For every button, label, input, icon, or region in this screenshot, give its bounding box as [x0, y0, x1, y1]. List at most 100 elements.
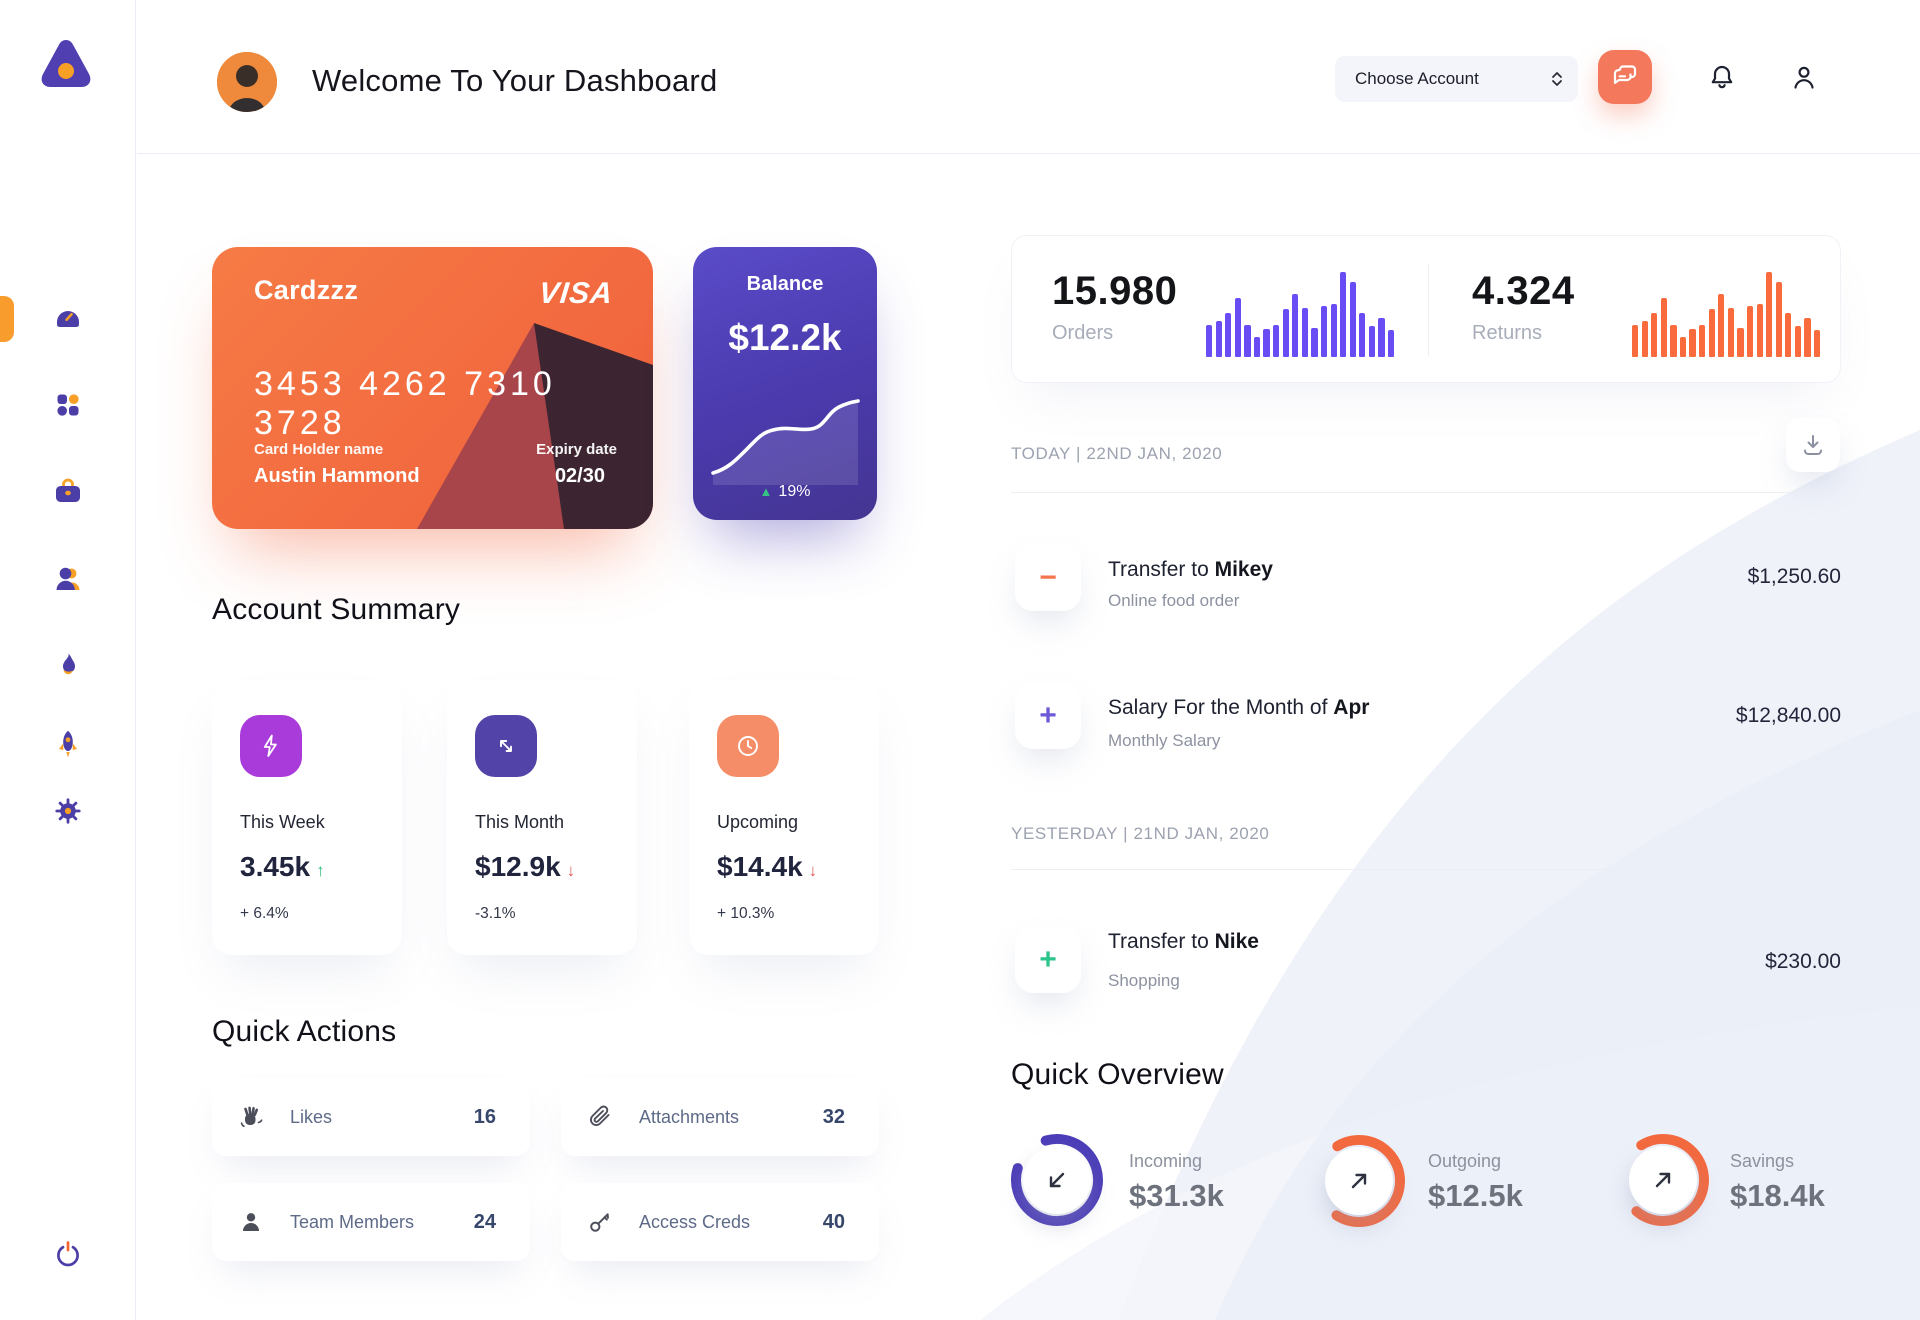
- transactions-divider: [1011, 869, 1841, 870]
- user-avatar[interactable]: [217, 52, 277, 112]
- sidebar-item-flame-icon[interactable]: [52, 650, 84, 682]
- balance-change-value: 19%: [778, 483, 811, 500]
- summary-card-upcoming: Upcoming $14.4k ↓ + 10.3%: [689, 681, 879, 955]
- card-triangle-decoration: [417, 323, 653, 529]
- transaction-title[interactable]: Salary For the Month of Apr: [1108, 696, 1370, 719]
- summary-card-this-month: This Month $12.9k ↓ -3.1%: [447, 681, 637, 955]
- key-icon: [590, 1213, 609, 1232]
- transaction-title[interactable]: Transfer to Nike: [1108, 930, 1259, 953]
- chat-button[interactable]: [1598, 50, 1652, 104]
- quick-action-attachments[interactable]: Attachments 32: [561, 1078, 879, 1156]
- transaction-subtitle: Online food order: [1108, 591, 1240, 610]
- overview-value: $18.4k: [1730, 1178, 1825, 1213]
- quick-actions-title: Quick Actions: [212, 1015, 397, 1048]
- download-button[interactable]: [1786, 418, 1840, 472]
- arrow-up-right-icon: [1049, 1172, 1065, 1188]
- summary-card-this-week: This Week 3.45k ↑ + 6.4%: [212, 681, 402, 955]
- summary-value: $14.4k ↓: [717, 851, 818, 882]
- balance-card: Balance $12.2k ▲ 19%: [693, 247, 877, 520]
- clock-icon: [717, 715, 779, 777]
- app-logo-icon[interactable]: [36, 34, 96, 94]
- transactions-date-header-yesterday: YESTERDAY | 21ND JAN, 2020: [1011, 824, 1270, 843]
- quick-action-count: 32: [822, 1105, 845, 1128]
- summary-delta: + 6.4%: [240, 905, 289, 922]
- page-title: Welcome To Your Dashboard: [312, 63, 718, 98]
- stats-divider: [1428, 264, 1429, 356]
- sidebar-item-users-icon[interactable]: [52, 563, 84, 595]
- choose-account-select[interactable]: Choose Account: [1335, 56, 1578, 102]
- quick-overview-title: Quick Overview: [1011, 1058, 1224, 1091]
- visa-logo: VISA: [537, 277, 615, 310]
- orders-value: 15.980: [1052, 269, 1178, 313]
- quick-action-count: 40: [822, 1210, 845, 1233]
- notifications-bell-icon[interactable]: [1706, 62, 1738, 94]
- transaction-amount: $1,250.60: [1747, 565, 1841, 588]
- sidebar-item-rocket-icon[interactable]: [52, 728, 84, 760]
- hand-clap-icon: [240, 1106, 263, 1128]
- overview-value: $12.5k: [1428, 1178, 1523, 1213]
- savings-ring: [1615, 1132, 1711, 1228]
- transaction-op-icon: +: [1015, 683, 1081, 749]
- quick-action-label: Team Members: [290, 1211, 415, 1232]
- summary-value: $12.9k ↓: [475, 851, 576, 882]
- transaction-subtitle: Shopping: [1108, 971, 1180, 990]
- quick-action-count: 16: [473, 1105, 496, 1128]
- summary-label: This Month: [475, 812, 565, 832]
- incoming-ring: [1009, 1132, 1105, 1228]
- card-holder-name: Austin Hammond: [254, 465, 420, 487]
- chat-bubbles-icon: [1613, 65, 1637, 84]
- transaction-subtitle: Monthly Salary: [1108, 731, 1221, 750]
- person-icon: [243, 1213, 259, 1231]
- transaction-amount: $230.00: [1765, 950, 1841, 973]
- sidebar-logout-power-icon[interactable]: [52, 1239, 84, 1271]
- quick-action-likes[interactable]: Likes 16: [212, 1078, 530, 1156]
- summary-label: This Week: [240, 812, 325, 832]
- download-icon: [1804, 435, 1822, 455]
- card-expiry-value: 02/30: [554, 465, 605, 487]
- balance-value: $12.2k: [728, 317, 842, 358]
- account-summary-title: Account Summary: [212, 593, 461, 626]
- returns-bar-chart: [1632, 271, 1821, 357]
- sidebar-active-indicator: [0, 296, 14, 342]
- overview-label: Savings: [1730, 1151, 1795, 1171]
- quick-action-access-creds[interactable]: Access Creds 40: [561, 1183, 879, 1261]
- transactions-date-header-today: TODAY | 22ND JAN, 2020: [1011, 444, 1223, 463]
- transaction-amount: $12,840.00: [1735, 704, 1841, 727]
- summary-delta: + 10.3%: [717, 905, 775, 922]
- sidebar-item-briefcase-icon[interactable]: [52, 476, 84, 508]
- returns-label: Returns: [1472, 322, 1543, 344]
- quick-action-label: Attachments: [639, 1106, 740, 1127]
- overview-label: Incoming: [1129, 1151, 1203, 1171]
- arrow-up-right-icon: [1351, 1173, 1367, 1189]
- orders-bar-chart: [1206, 271, 1395, 357]
- orders-returns-card: 15.980 Orders 4.324 Returns: [1011, 235, 1841, 383]
- chevron-up-down-icon: [1552, 72, 1562, 86]
- sidebar-item-settings-gear-icon[interactable]: [52, 795, 84, 827]
- transaction-op-icon: +: [1015, 927, 1081, 993]
- overview-label: Outgoing: [1428, 1151, 1502, 1171]
- balance-change: ▲ 19%: [693, 483, 877, 501]
- balance-trend-line: [711, 399, 860, 485]
- returns-value: 4.324: [1472, 269, 1575, 313]
- sidebar-item-apps-grid-icon[interactable]: [52, 389, 84, 421]
- orders-label: Orders: [1052, 322, 1114, 344]
- card-name: Cardzzz: [254, 275, 359, 305]
- card-number: 3453 4262 7310 3728: [254, 365, 556, 442]
- transactions-divider: [1011, 492, 1841, 493]
- outgoing-ring: [1311, 1133, 1407, 1229]
- card-holder-label: Card Holder name: [254, 441, 384, 458]
- arrow-up-right-icon: [1655, 1172, 1671, 1188]
- summary-value: 3.45k ↑: [240, 851, 325, 882]
- quick-action-team-members[interactable]: Team Members 24: [212, 1183, 530, 1261]
- quick-action-label: Access Creds: [639, 1211, 751, 1232]
- sidebar-item-dashboard-gauge-icon[interactable]: [52, 302, 84, 334]
- diagonal-arrows-icon: [475, 715, 537, 777]
- quick-action-label: Likes: [290, 1106, 333, 1127]
- transaction-op-icon: −: [1015, 545, 1081, 611]
- up-arrow-icon: ▲: [759, 484, 773, 499]
- transaction-title[interactable]: Transfer to Mikey: [1108, 558, 1273, 581]
- profile-user-icon[interactable]: [1788, 62, 1820, 94]
- paperclip-icon: [590, 1105, 610, 1126]
- summary-delta: -3.1%: [475, 905, 516, 922]
- lightning-icon: [240, 715, 302, 777]
